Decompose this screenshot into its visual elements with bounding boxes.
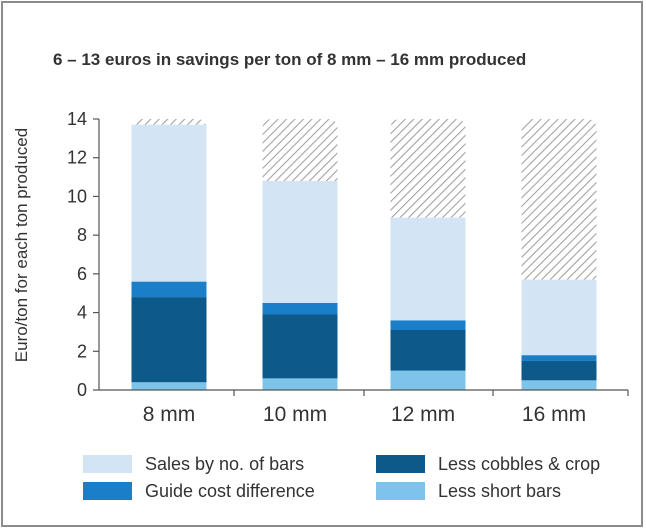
bar-segment-sales-by-no-of-bars [262, 180, 338, 303]
bar-segment-guide-cost-difference [262, 302, 338, 315]
bar-potential-hatch [390, 119, 466, 218]
bar-segment-sales-by-no-of-bars [521, 279, 597, 356]
bar-potential-hatch [521, 119, 597, 280]
bar-segment-less-short-bars [131, 382, 207, 390]
legend-swatch [376, 482, 425, 500]
bar-segment-less-cobbles-crop [131, 297, 207, 383]
bar-segment-guide-cost-difference [131, 281, 207, 298]
legend-label: Less cobbles & crop [438, 454, 600, 474]
bar-segment-less-short-bars [521, 380, 597, 390]
y-tick-label: 10 [67, 186, 87, 206]
bar-potential-hatch [262, 119, 338, 181]
legend-label: Sales by no. of bars [145, 454, 304, 474]
bar-segment-guide-cost-difference [521, 355, 597, 361]
legend-label: Guide cost difference [145, 481, 315, 501]
stacked-bar-chart: 6 – 13 euros in savings per ton of 8 mm … [12, 50, 629, 501]
y-tick-label: 12 [67, 148, 87, 168]
y-axis-label: Euro/ton for each ton produced [12, 128, 31, 362]
bar-segment-less-cobbles-crop [262, 314, 338, 379]
plot-area: 0 2 4 6 8 10 12 14 8 mm 10 mm 12 mm 16 mm [67, 109, 629, 426]
bar-segment-less-cobbles-crop [521, 360, 597, 381]
x-tick-label: 16 mm [522, 403, 586, 426]
legend: Sales by no. of bars Less cobbles & crop G… [83, 454, 600, 501]
x-tick-label: 12 mm [391, 403, 455, 426]
legend-swatch [83, 482, 132, 500]
bar-segment-guide-cost-difference [390, 320, 466, 330]
bar-segment-less-cobbles-crop [390, 329, 466, 371]
bar-segment-less-short-bars [390, 370, 466, 390]
y-tick-label: 4 [77, 303, 87, 323]
y-tick-label: 6 [77, 264, 87, 284]
y-tick-label: 14 [67, 109, 87, 129]
bar-potential-hatch [131, 119, 207, 129]
x-tick-label: 8 mm [143, 403, 196, 426]
bar-segment-sales-by-no-of-bars [131, 124, 207, 282]
bar-segment-less-short-bars [262, 378, 338, 390]
legend-swatch [376, 455, 425, 473]
chart-title: 6 – 13 euros in savings per ton of 8 mm … [53, 50, 526, 69]
legend-swatch [83, 455, 132, 473]
y-tick-label: 8 [77, 225, 87, 245]
y-tick-label: 2 [77, 341, 87, 361]
y-tick-label: 0 [77, 380, 87, 400]
x-tick-label: 10 mm [263, 403, 327, 426]
bar-segment-sales-by-no-of-bars [390, 217, 466, 321]
legend-label: Less short bars [438, 481, 561, 501]
